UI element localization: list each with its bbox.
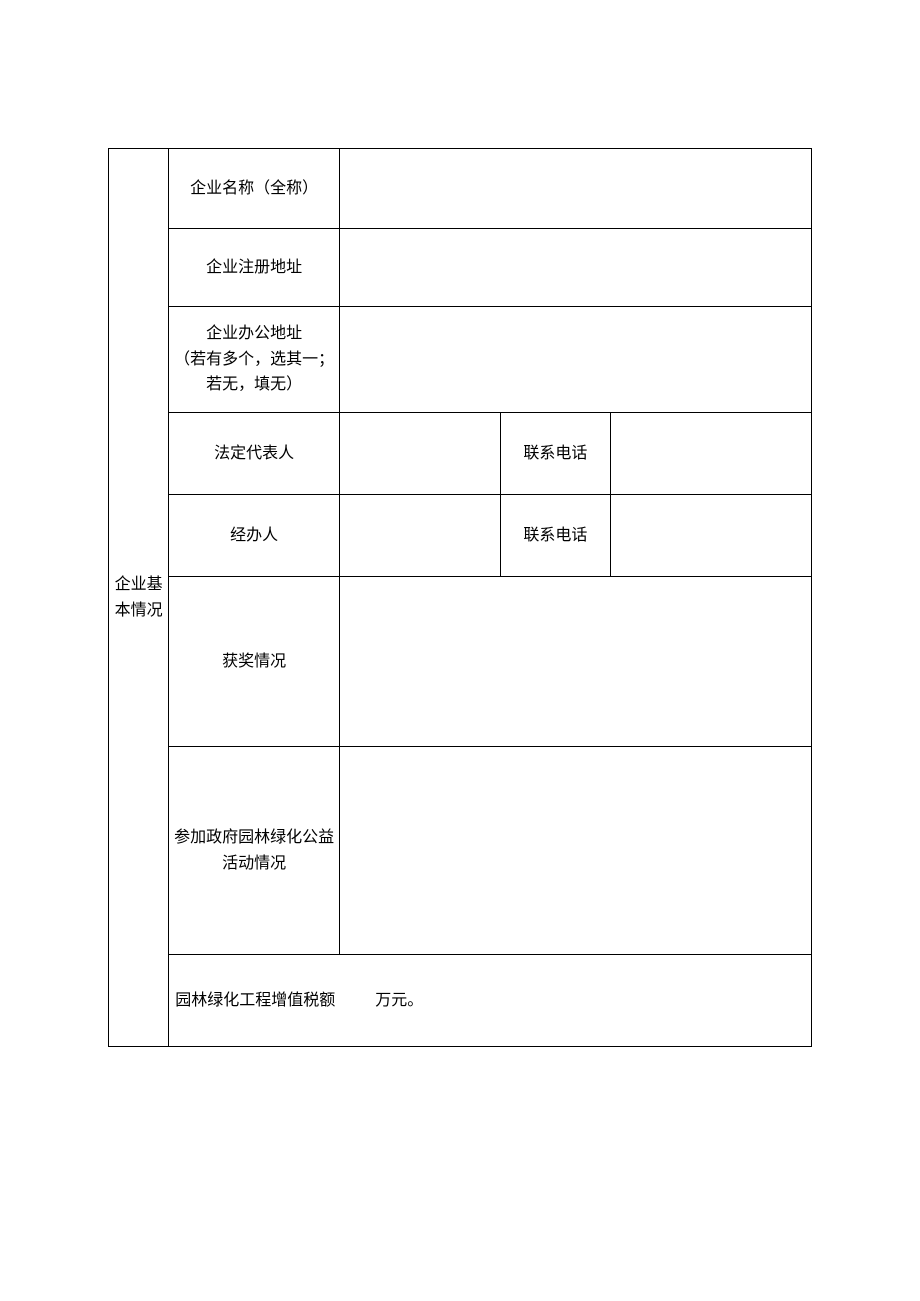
office-address-label: 企业办公地址（若有多个，选其一；若无，填无）: [169, 307, 340, 413]
legal-rep-label: 法定代表人: [169, 413, 340, 495]
legal-rep-phone-value: [611, 413, 812, 495]
awards-label: 获奖情况: [169, 577, 340, 747]
handler-phone-label: 联系电话: [500, 495, 610, 577]
registered-address-value: [339, 229, 811, 307]
section-header-cell: 企业基本情况: [109, 149, 169, 1047]
public-activity-value: [339, 747, 811, 955]
handler-value: [339, 495, 500, 577]
company-name-label: 企业名称（全称）: [169, 149, 340, 229]
legal-rep-phone-label: 联系电话: [500, 413, 610, 495]
public-activity-label: 参加政府园林绿化公益活动情况: [169, 747, 340, 955]
awards-value: [339, 577, 811, 747]
table-row: 企业注册地址: [109, 229, 812, 307]
office-address-value: [339, 307, 811, 413]
enterprise-basic-info-table: 企业基本情况 企业名称（全称） 企业注册地址 企业办公地址（若有多个，选其一；若…: [108, 148, 812, 1047]
table-row: 参加政府园林绿化公益活动情况: [109, 747, 812, 955]
registered-address-label: 企业注册地址: [169, 229, 340, 307]
legal-rep-value: [339, 413, 500, 495]
table-row: 法定代表人 联系电话: [109, 413, 812, 495]
tax-amount-text: 园林绿化工程增值税额 万元。: [175, 988, 423, 1014]
handler-phone-value: [611, 495, 812, 577]
table-row: 园林绿化工程增值税额 万元。: [109, 955, 812, 1047]
table-row: 企业基本情况 企业名称（全称）: [109, 149, 812, 229]
table-row: 企业办公地址（若有多个，选其一；若无，填无）: [109, 307, 812, 413]
table-row: 经办人 联系电话: [109, 495, 812, 577]
handler-label: 经办人: [169, 495, 340, 577]
table-row: 获奖情况: [109, 577, 812, 747]
tax-amount-cell: 园林绿化工程增值税额 万元。: [169, 955, 812, 1047]
company-name-value: [339, 149, 811, 229]
